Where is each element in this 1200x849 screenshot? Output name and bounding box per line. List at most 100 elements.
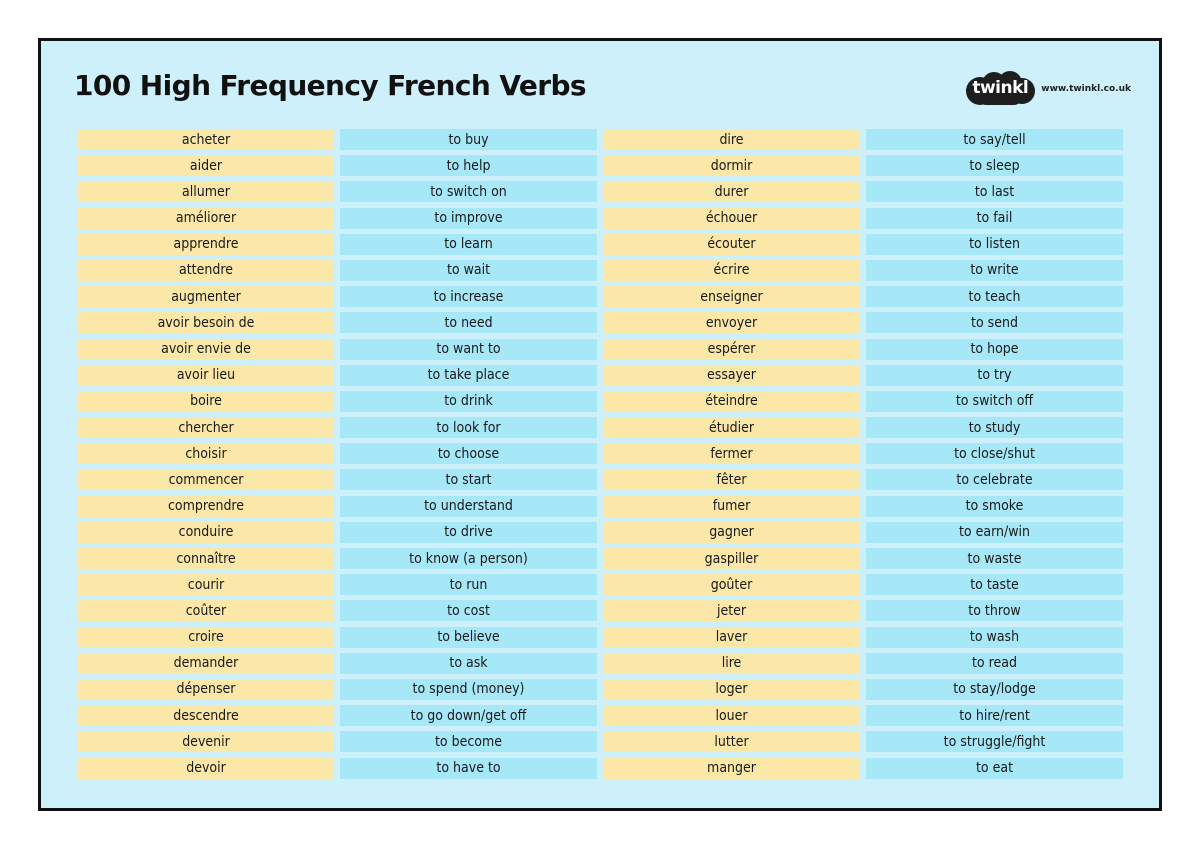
french-verb-cell: demander <box>78 652 334 674</box>
english-meaning-cell: to taste <box>866 574 1123 596</box>
french-verb-column: acheter aider allumer améliorer apprendre att… <box>78 129 334 784</box>
twinkl-logo: twinkl <box>964 71 1036 107</box>
french-verb-cell: lutter <box>603 731 860 753</box>
english-meaning-cell: to smoke <box>866 495 1123 517</box>
english-meaning-cell: to read <box>866 652 1123 674</box>
english-meaning-cell: to believe <box>340 626 597 648</box>
brand: twinkl www.twinkl.co.uk <box>964 71 1131 107</box>
english-meaning-cell: to celebrate <box>866 469 1123 491</box>
english-meaning-cell: to close/shut <box>866 443 1123 465</box>
french-verb-cell: descendre <box>78 705 334 727</box>
french-verb-cell: gaspiller <box>603 548 860 569</box>
english-meaning-cell: to fail <box>866 207 1123 229</box>
english-meaning-cell: to learn <box>340 233 597 255</box>
english-meaning-cell: to drive <box>340 521 597 543</box>
english-meaning-cell: to look for <box>340 417 597 439</box>
french-verb-cell: devoir <box>78 757 334 779</box>
english-meaning-cell: to help <box>340 155 597 177</box>
english-meaning-cell: to waste <box>866 548 1123 569</box>
french-verb-cell: goûter <box>603 574 860 596</box>
english-meaning-cell: to have to <box>340 757 597 779</box>
logo-text: twinkl <box>972 78 1029 98</box>
french-verb-cell: acheter <box>78 129 334 150</box>
english-meaning-cell: to try <box>866 364 1123 386</box>
english-meaning-cell: to send <box>866 312 1123 334</box>
french-verb-cell: étudier <box>603 417 860 439</box>
french-verb-cell: laver <box>603 626 860 648</box>
english-meaning-cell: to hope <box>866 338 1123 360</box>
english-meaning-cell: to cost <box>340 600 597 622</box>
french-verb-cell: écouter <box>603 233 860 255</box>
english-meaning-cell: to wait <box>340 259 597 281</box>
french-verb-cell: dépenser <box>78 678 334 700</box>
french-verb-cell: dire <box>603 129 860 150</box>
french-verb-cell: aider <box>78 155 334 177</box>
english-meaning-cell: to go down/get off <box>340 705 597 727</box>
french-verb-cell: échouer <box>603 207 860 229</box>
french-verb-cell: augmenter <box>78 286 334 308</box>
french-verb-cell: fêter <box>603 469 860 491</box>
english-meaning-column: to say/tell to sleep to last to fail to list… <box>866 129 1123 784</box>
english-meaning-column: to buy to help to switch on to improve to le… <box>340 129 597 784</box>
french-verb-cell: avoir besoin de <box>78 312 334 334</box>
english-meaning-cell: to understand <box>340 495 597 517</box>
french-verb-cell: louer <box>603 705 860 727</box>
english-meaning-cell: to stay/lodge <box>866 678 1123 700</box>
french-verb-cell: fermer <box>603 443 860 465</box>
english-meaning-cell: to run <box>340 574 597 596</box>
english-meaning-cell: to switch on <box>340 181 597 203</box>
french-verb-cell: commencer <box>78 469 334 491</box>
english-meaning-cell: to say/tell <box>866 129 1123 150</box>
english-meaning-cell: to start <box>340 469 597 491</box>
french-verb-cell: connaître <box>78 548 334 569</box>
english-meaning-cell: to ask <box>340 652 597 674</box>
french-verb-cell: dormir <box>603 155 860 177</box>
english-meaning-cell: to sleep <box>866 155 1123 177</box>
french-verb-cell: choisir <box>78 443 334 465</box>
english-meaning-cell: to switch off <box>866 390 1123 412</box>
french-verb-cell: allumer <box>78 181 334 203</box>
french-verb-cell: améliorer <box>78 207 334 229</box>
french-verb-cell: écrire <box>603 259 860 281</box>
french-verb-cell: avoir envie de <box>78 338 334 360</box>
french-verb-cell: conduire <box>78 521 334 543</box>
french-verb-cell: jeter <box>603 600 860 622</box>
english-meaning-cell: to earn/win <box>866 521 1123 543</box>
french-verb-cell: chercher <box>78 417 334 439</box>
french-verb-cell: croire <box>78 626 334 648</box>
french-verb-cell: durer <box>603 181 860 203</box>
english-meaning-cell: to wash <box>866 626 1123 648</box>
english-meaning-cell: to spend (money) <box>340 678 597 700</box>
english-meaning-cell: to know (a person) <box>340 548 597 569</box>
english-meaning-cell: to teach <box>866 286 1123 308</box>
verb-table: acheter aider allumer améliorer apprendre att… <box>78 129 1123 784</box>
english-meaning-cell: to choose <box>340 443 597 465</box>
french-verb-cell: boire <box>78 390 334 412</box>
french-verb-cell: apprendre <box>78 233 334 255</box>
english-meaning-cell: to become <box>340 731 597 753</box>
english-meaning-cell: to study <box>866 417 1123 439</box>
english-meaning-cell: to increase <box>340 286 597 308</box>
english-meaning-cell: to need <box>340 312 597 334</box>
english-meaning-cell: to improve <box>340 207 597 229</box>
french-verb-cell: courir <box>78 574 334 596</box>
french-verb-cell: avoir lieu <box>78 364 334 386</box>
french-verb-cell: loger <box>603 678 860 700</box>
french-verb-cell: essayer <box>603 364 860 386</box>
french-verb-cell: attendre <box>78 259 334 281</box>
french-verb-cell: comprendre <box>78 495 334 517</box>
french-verb-cell: lire <box>603 652 860 674</box>
english-meaning-cell: to eat <box>866 757 1123 779</box>
french-verb-cell: envoyer <box>603 312 860 334</box>
english-meaning-cell: to listen <box>866 233 1123 255</box>
french-verb-cell: fumer <box>603 495 860 517</box>
french-verb-cell: enseigner <box>603 286 860 308</box>
french-verb-cell: coûter <box>78 600 334 622</box>
english-meaning-cell: to hire/rent <box>866 705 1123 727</box>
english-meaning-cell: to struggle/fight <box>866 731 1123 753</box>
french-verb-cell: devenir <box>78 731 334 753</box>
french-verb-cell: éteindre <box>603 390 860 412</box>
french-verb-cell: manger <box>603 757 860 779</box>
poster: 100 High Frequency French Verbs twinkl w… <box>38 38 1162 811</box>
website-url: www.twinkl.co.uk <box>1041 84 1131 94</box>
